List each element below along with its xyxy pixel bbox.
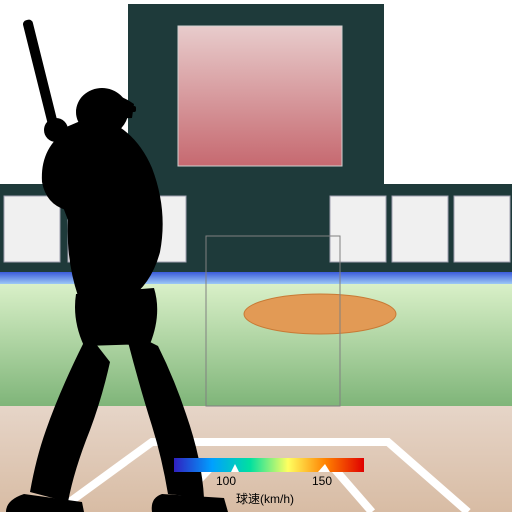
colorbar-tick-100: 100 bbox=[216, 474, 236, 488]
scene-svg bbox=[0, 0, 512, 512]
pitch-location-chart: 100 150 球速(km/h) bbox=[0, 0, 512, 512]
colorbar bbox=[174, 458, 364, 472]
colorbar-tick-150: 150 bbox=[312, 474, 332, 488]
colorbar-label: 球速(km/h) bbox=[236, 490, 294, 507]
mound bbox=[244, 294, 396, 334]
scoreboard-screen bbox=[178, 26, 342, 166]
